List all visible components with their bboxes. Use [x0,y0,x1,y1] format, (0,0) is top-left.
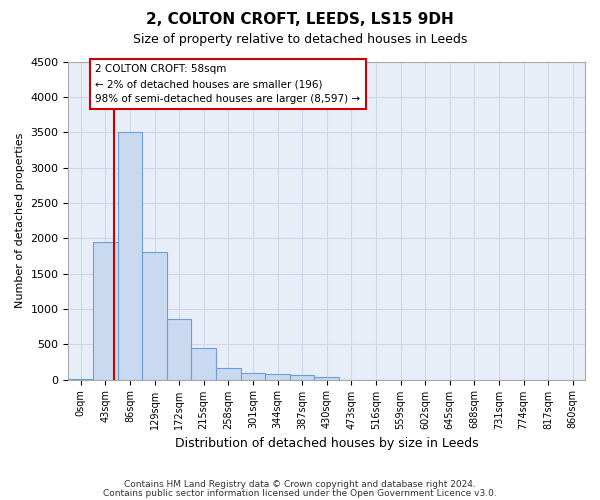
Bar [118,132,142,380]
Bar [241,372,265,380]
Text: Contains public sector information licensed under the Open Government Licence v3: Contains public sector information licen… [103,489,497,498]
Text: Contains HM Land Registry data © Crown copyright and database right 2024.: Contains HM Land Registry data © Crown c… [124,480,476,489]
Bar [142,252,167,380]
Y-axis label: Number of detached properties: Number of detached properties [15,133,25,308]
Text: Size of property relative to detached houses in Leeds: Size of property relative to detached ho… [133,32,467,46]
Bar [167,320,191,380]
Bar [314,376,339,380]
Bar [216,368,241,380]
Bar [93,242,118,380]
Bar [265,374,290,380]
Text: 2, COLTON CROFT, LEEDS, LS15 9DH: 2, COLTON CROFT, LEEDS, LS15 9DH [146,12,454,28]
Text: 2 COLTON CROFT: 58sqm
← 2% of detached houses are smaller (196)
98% of semi-deta: 2 COLTON CROFT: 58sqm ← 2% of detached h… [95,64,361,104]
Bar [290,376,314,380]
Bar [191,348,216,380]
X-axis label: Distribution of detached houses by size in Leeds: Distribution of detached houses by size … [175,437,479,450]
